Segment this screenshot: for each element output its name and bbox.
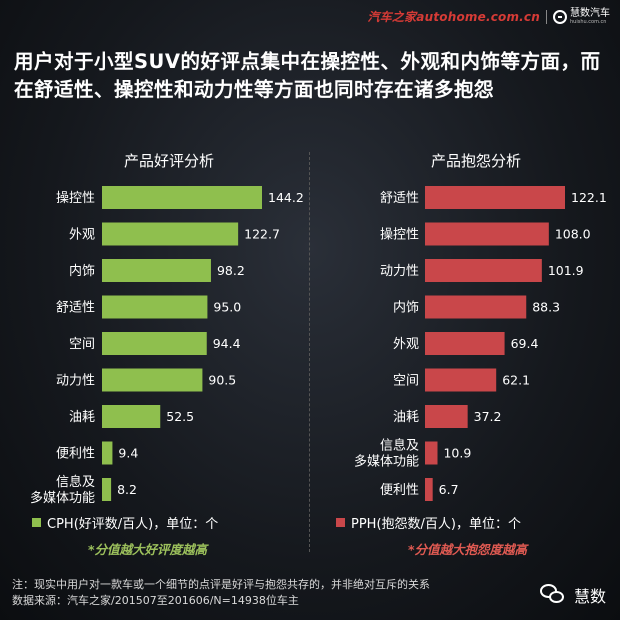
- positive-bar: [102, 368, 203, 392]
- positive-value-label: 8.2: [117, 482, 137, 497]
- wechat-account-name: 慧数: [573, 587, 606, 606]
- complaint-category-label: 操控性: [380, 227, 419, 243]
- positive-category-label: 舒适性: [56, 301, 95, 316]
- wechat-icon: [539, 584, 566, 606]
- footer-note: 注：现实中用户对一款车或一个细节的点评是好评与抱怨共存的，并非绝对互斥的关系: [12, 578, 430, 591]
- footer-notes: 注：现实中用户对一款车或一个细节的点评是好评与抱怨共存的，并非绝对互斥的关系 数…: [12, 577, 430, 609]
- complaint-value-label: 10.9: [443, 446, 471, 461]
- positive-category-label: 操控性: [56, 190, 95, 206]
- complaint-bar: [425, 405, 468, 428]
- top-bar: 汽车之家autohome.com.cn 慧数汽车 huishu.com.cn: [368, 8, 611, 25]
- complaint-value-label: 69.4: [511, 336, 539, 351]
- center-divider: [309, 152, 310, 552]
- complaint-bar: [425, 441, 438, 465]
- positive-value-label: 90.5: [208, 373, 236, 388]
- complaint-value-label: 122.1: [571, 190, 607, 205]
- brand-name: 慧数汽车: [570, 7, 610, 19]
- complaint-value-label: 108.0: [555, 227, 591, 242]
- complaint-category-label: 油耗: [393, 410, 419, 425]
- positive-value-label: 9.4: [118, 446, 138, 461]
- positive-bar: [102, 259, 211, 282]
- positive-legend-swatch: [32, 518, 41, 527]
- site-watermark: 汽车之家autohome.com.cn: [367, 10, 540, 24]
- positive-bar: [102, 295, 208, 319]
- complaint-bar: [425, 186, 565, 209]
- brand-domain: huishu.com.cn: [570, 18, 607, 25]
- positive-legend-label: CPH(好评数/百人)，单位：个: [47, 517, 219, 532]
- complaint-bar: [425, 332, 505, 355]
- positive-bar: [102, 222, 239, 246]
- positive-value-label: 95.0: [213, 300, 241, 315]
- positive-category-label: 信息及: [56, 474, 95, 490]
- complaint-category-label: 动力性: [380, 264, 419, 279]
- complaint-bar: [425, 478, 433, 501]
- positive-category-label: 空间: [69, 337, 95, 352]
- complaint-value-label: 6.7: [439, 482, 459, 497]
- complaint-value-label: 101.9: [548, 263, 584, 278]
- positive-note: *分值越大好评度越高: [88, 542, 208, 557]
- complaint-category-label: 内饰: [393, 300, 419, 316]
- positive-value-label: 122.7: [244, 227, 280, 242]
- positive-bar: [102, 332, 207, 355]
- positive-value-label: 144.2: [268, 190, 304, 205]
- complaint-legend: PPH(抱怨数/百人)，单位：个: [336, 513, 521, 532]
- positive-category-label: 动力性: [56, 374, 95, 389]
- topbar-divider: [546, 9, 547, 24]
- complaint-category-label: 多媒体功能: [354, 454, 419, 470]
- complaint-value-label: 62.1: [502, 373, 530, 388]
- positive-bar: [102, 441, 113, 465]
- complaint-category-label: 空间: [393, 374, 419, 389]
- positive-bar: [102, 405, 161, 428]
- complaint-value-label: 37.2: [474, 409, 502, 424]
- positive-category-label: 内饰: [69, 263, 95, 279]
- positive-category-label: 多媒体功能: [30, 490, 95, 506]
- positive-bar: [102, 186, 262, 209]
- positive-legend: CPH(好评数/百人)，单位：个: [32, 513, 218, 532]
- brand-logo: 慧数汽车 huishu.com.cn: [553, 7, 610, 25]
- positive-value-label: 52.5: [166, 409, 194, 424]
- positive-category-label: 外观: [69, 228, 95, 243]
- positive-category-label: 便利性: [56, 447, 95, 462]
- complaint-bar: [425, 259, 542, 282]
- complaint-bar: [425, 368, 497, 392]
- complaint-category-label: 舒适性: [380, 191, 419, 206]
- headline: 用户对于小型SUV的好评点集中在操控性、外观和内饰等方面，而在舒适性、操控性和动…: [14, 50, 601, 101]
- complaint-bar: [425, 295, 527, 319]
- complaint-chart-title: 产品抱怨分析: [430, 152, 521, 170]
- wechat-account: 慧数: [539, 583, 606, 607]
- brand-logo-icon: [553, 9, 567, 24]
- positive-value-label: 94.4: [213, 336, 241, 351]
- complaint-legend-swatch: [336, 518, 345, 527]
- positive-chart-title: 产品好评分析: [123, 152, 214, 170]
- footer-source: 数据来源：汽车之家/201507至201606/N=14938位车主: [12, 594, 299, 607]
- complaint-value-label: 88.3: [532, 300, 560, 315]
- complaint-legend-label: PPH(抱怨数/百人)，单位：个: [351, 517, 521, 532]
- complaint-bar: [425, 222, 549, 246]
- positive-bar: [102, 478, 112, 501]
- positive-category-label: 油耗: [69, 410, 95, 425]
- complaint-category-label: 信息及: [380, 438, 419, 454]
- positive-value-label: 98.2: [217, 263, 245, 278]
- complaint-category-label: 便利性: [380, 483, 419, 498]
- complaint-note: *分值越大抱怨度越高: [408, 542, 528, 557]
- complaint-category-label: 外观: [393, 337, 419, 352]
